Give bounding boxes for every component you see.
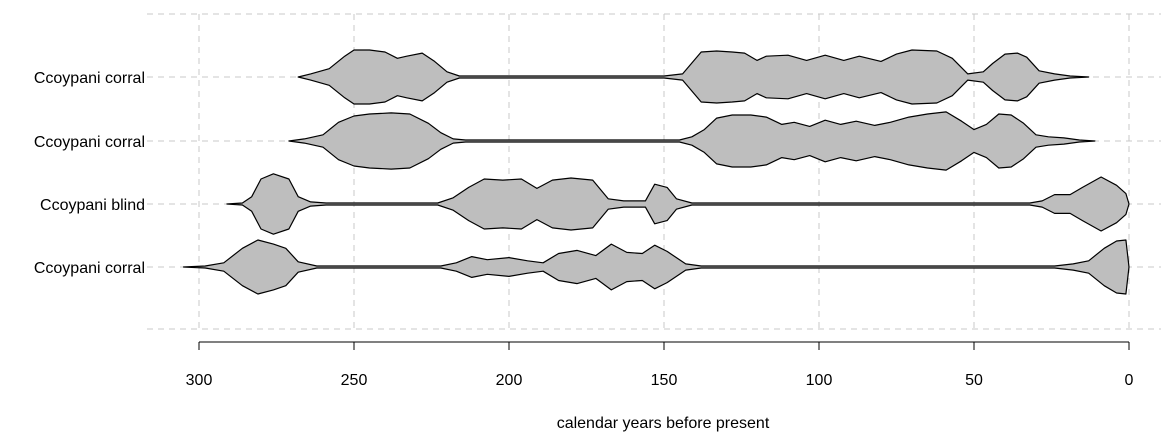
x-tick-label: 200 [496, 372, 523, 389]
x-tick-label: 100 [806, 372, 833, 389]
row-label: Ccoypani blind [40, 197, 145, 214]
x-tick-label: 300 [186, 372, 213, 389]
violin-shape [288, 111, 1096, 171]
violin-layer [182, 49, 1130, 295]
x-tick-label: 250 [341, 372, 368, 389]
x-tick-label: 0 [1125, 372, 1134, 389]
row-label: Ccoypani corral [34, 70, 145, 87]
x-axis-title: calendar years before present [557, 415, 770, 432]
x-tick-label: 50 [965, 372, 983, 389]
x-axis: 300 250 200 150 100 50 0 [186, 341, 1134, 389]
violin-shape [182, 239, 1130, 295]
row-label: Ccoypani corral [34, 260, 145, 277]
row-label: Ccoypani corral [34, 134, 145, 151]
x-tick-label: 150 [651, 372, 678, 389]
row-labels: Ccoypani corral Ccoypani corral Ccoypani b… [34, 70, 145, 277]
violin-shape [297, 49, 1090, 105]
violin-shape [226, 173, 1130, 235]
